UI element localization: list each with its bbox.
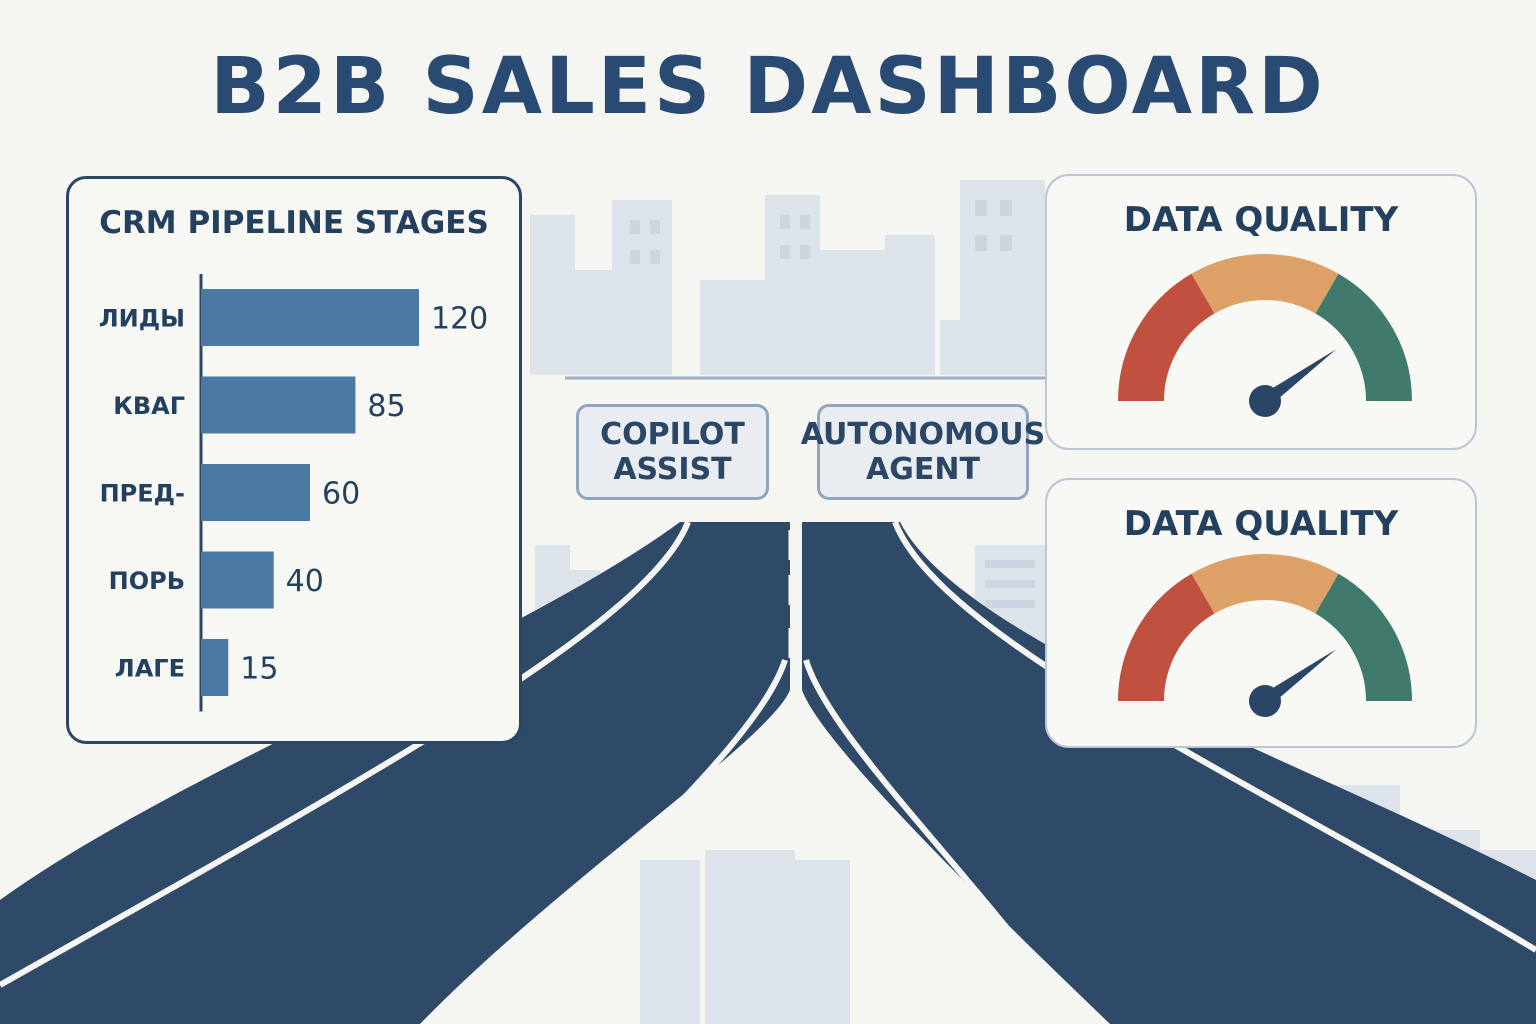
agent-sign-line1: AUTONOMOUS [800,417,1046,452]
gauge-band [1118,273,1216,402]
agent-sign-line2: AGENT [866,452,980,487]
pipeline-bar [201,464,310,521]
pipeline-bar [201,376,356,434]
gauge-needle [1260,649,1337,707]
data-quality-panel-1: DATA QUALITY [1045,174,1477,450]
pipeline-chart-title: CRM PIPELINE STAGES [99,205,489,241]
gauge-1-title: DATA QUALITY [1123,200,1399,240]
copilot-assist-sign: COPILOT ASSIST [576,404,769,500]
skyline-windows [630,200,1035,608]
data-quality-panel-2: DATA QUALITY [1045,478,1477,748]
gauge-2-chart [1118,554,1412,717]
pipeline-category-label: ПРЕД- [100,480,185,508]
pipeline-value-label: 40 [286,564,324,599]
gauge-band [1314,573,1412,702]
gauge-band [1314,273,1412,402]
pipeline-value-label: 15 [240,652,278,687]
copilot-sign-line1: COPILOT [600,417,745,452]
pipeline-bar [201,551,274,609]
pipeline-value-label: 120 [431,302,488,337]
gauge-1-chart [1118,254,1412,417]
gauge-band [1191,554,1339,614]
gauge-hub [1249,385,1281,417]
pipeline-bar [201,639,229,696]
pipeline-bar-chart: ЛИДЫ 120 КВАГ 85 ПРЕД- 60 ПОРЬ 40 ЛАГЕ 15 [99,274,488,712]
pipeline-value-label: 85 [367,389,405,424]
copilot-sign-line2: ASSIST [613,452,732,487]
gauge-band [1191,254,1339,314]
gauge-band [1118,573,1216,702]
gauge-2-title: DATA QUALITY [1123,504,1399,544]
gauge-needle [1260,349,1337,407]
pipeline-bar [201,289,419,346]
pipeline-category-label: ЛАГЕ [115,655,185,683]
gauge-hub [1249,685,1281,717]
crm-pipeline-panel: CRM PIPELINE STAGES ЛИДЫ 120 КВАГ 85 ПРЕД- 60… [66,176,522,744]
autonomous-agent-sign: AUTONOMOUS AGENT [801,404,1045,500]
pipeline-category-label: ЛИДЫ [99,305,185,333]
pipeline-category-label: ПОРЬ [109,567,185,595]
pipeline-value-label: 60 [322,477,360,512]
road-left [0,522,790,1024]
page-title: B2B SALES DASHBOARD [210,42,1326,132]
pipeline-category-label: КВАГ [113,392,185,420]
